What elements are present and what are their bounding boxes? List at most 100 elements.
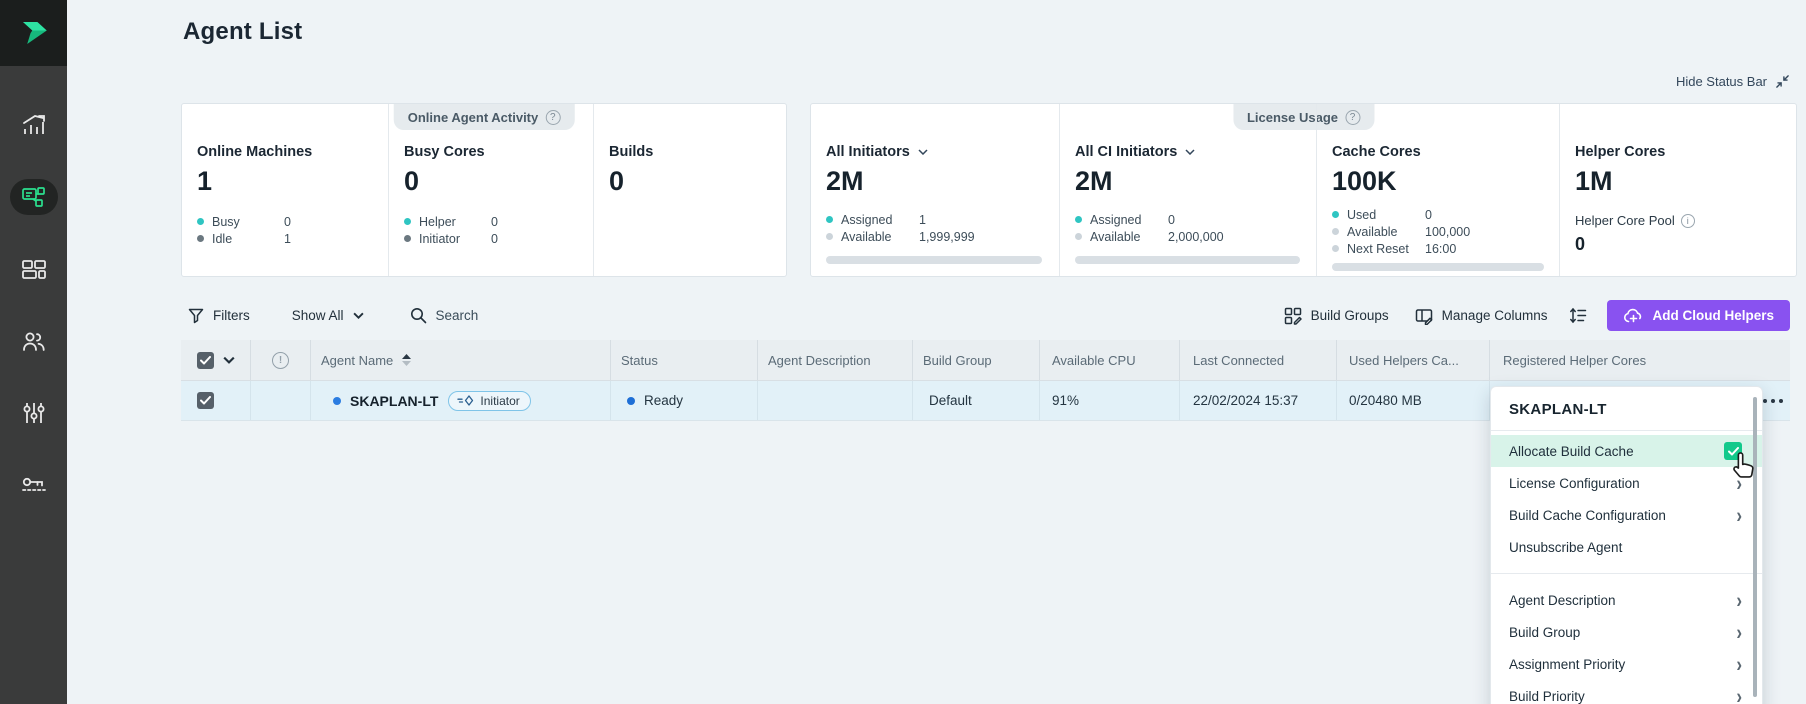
- stat-used: Used 0: [1332, 206, 1544, 223]
- sidebar-item-users[interactable]: [0, 318, 67, 364]
- card-title: Builds: [609, 144, 654, 160]
- sidebar-item-settings[interactable]: [0, 390, 67, 436]
- license-key-icon: [21, 477, 46, 491]
- card-title: Cache Cores: [1332, 144, 1421, 160]
- check-icon: [200, 355, 211, 364]
- helper-dot: [404, 218, 411, 225]
- stat-available: Available 100,000: [1332, 223, 1544, 240]
- menu-item-build-priority[interactable]: Build Priority ›: [1491, 680, 1762, 704]
- context-menu-title: SKAPLAN-LT: [1509, 401, 1607, 418]
- submenu-chevron-icon: ›: [1736, 652, 1742, 676]
- menu-item-unsubscribe-agent[interactable]: Unsubscribe Agent: [1509, 539, 1623, 555]
- stat-assigned: Assigned 1: [826, 211, 1044, 228]
- all-initiators-dropdown[interactable]: All Initiators: [826, 144, 1044, 160]
- allocate-build-cache-checkbox[interactable]: [1724, 442, 1742, 460]
- card-value: 0: [404, 166, 420, 196]
- help-icon[interactable]: ?: [545, 109, 561, 125]
- sidebar-item-dashboard[interactable]: [0, 102, 67, 148]
- table-toolbar-right: Build Groups Manage Columns Add Cloud He…: [1284, 300, 1790, 331]
- add-cloud-helpers-button[interactable]: Add Cloud Helpers: [1607, 300, 1790, 331]
- manage-columns-icon: [1415, 308, 1433, 325]
- header-status[interactable]: Status: [611, 340, 758, 380]
- row-checkbox[interactable]: [197, 392, 214, 409]
- menu-item-build-group[interactable]: Build Group ›: [1509, 620, 1742, 644]
- header-used-helpers[interactable]: Used Helpers Ca...: [1337, 340, 1490, 380]
- row-density-button[interactable]: [1569, 307, 1587, 324]
- stat-assigned: Assigned 0: [1075, 211, 1301, 228]
- menu-scrollbar[interactable]: [1753, 397, 1757, 697]
- search-button[interactable]: Search: [410, 307, 478, 324]
- sidebar-item-license[interactable]: [0, 462, 67, 508]
- stat-initiator: Initiator 0: [404, 230, 578, 247]
- header-agent-description[interactable]: Agent Description: [758, 340, 913, 380]
- header-registered-helper-cores[interactable]: Registered Helper Cores: [1503, 352, 1647, 368]
- chevron-down-icon: [918, 149, 928, 155]
- dashboard-chart-icon: [22, 115, 45, 134]
- row-used-helpers-cell: 0/20480 MB: [1337, 381, 1490, 420]
- help-icon[interactable]: ?: [1345, 109, 1361, 125]
- chevron-down-icon: [352, 312, 364, 319]
- menu-item-allocate-build-cache[interactable]: Allocate Build Cache: [1491, 435, 1762, 467]
- build-groups-button[interactable]: Build Groups: [1284, 307, 1389, 325]
- collapse-icon: [1776, 75, 1789, 88]
- select-menu-chevron-icon[interactable]: [223, 356, 235, 364]
- header-alert-cell: !: [251, 340, 311, 380]
- sliders-icon: [23, 403, 44, 423]
- helper-core-pool-value: 0: [1575, 234, 1586, 254]
- show-all-dropdown[interactable]: Show All: [292, 308, 364, 323]
- initiator-icon: [457, 394, 474, 406]
- row-agent-description-cell: [758, 381, 913, 420]
- menu-divider: [1491, 430, 1762, 431]
- header-build-group[interactable]: Build Group: [913, 340, 1040, 380]
- sort-icon[interactable]: [402, 354, 412, 366]
- card-value: 1M: [1575, 166, 1613, 196]
- row-agent-name-cell[interactable]: SKAPLAN-LT Initiator: [311, 381, 611, 420]
- row-select-cell: [181, 381, 251, 420]
- next-reset-dot: [1332, 245, 1339, 252]
- sidebar-item-agents[interactable]: [0, 174, 67, 220]
- menu-item-assignment-priority[interactable]: Assignment Priority ›: [1509, 652, 1742, 676]
- users-icon: [22, 332, 45, 351]
- busy-dot: [197, 218, 204, 225]
- card-value: 2M: [1075, 166, 1113, 196]
- menu-item-license-configuration[interactable]: License Configuration ›: [1509, 471, 1742, 495]
- submenu-chevron-icon: ›: [1736, 503, 1742, 527]
- filters-button[interactable]: Filters: [188, 308, 250, 324]
- app-logo[interactable]: [0, 0, 67, 66]
- used-dot: [1332, 211, 1339, 218]
- cache-cores-card: Cache Cores 100K Used 0 Available 100,00…: [1316, 104, 1559, 276]
- header-agent-name[interactable]: Agent Name: [311, 340, 611, 380]
- hide-status-bar-button[interactable]: Hide Status Bar: [1676, 74, 1790, 89]
- header-select-cell: [181, 340, 251, 380]
- select-all-checkbox[interactable]: [197, 351, 214, 369]
- row-status-cell: Ready: [611, 381, 758, 420]
- license-usage-panel: License Usage ? All Initiators 2M Assign…: [810, 103, 1797, 277]
- row-last-connected-cell: 22/02/2024 15:37: [1180, 381, 1337, 420]
- check-icon: [1727, 446, 1739, 455]
- helper-cores-card: Helper Cores 1M Helper Core Pool i 0: [1559, 104, 1796, 276]
- card-value: 100K: [1332, 166, 1397, 196]
- header-available-cpu[interactable]: Available CPU: [1040, 340, 1180, 380]
- manage-columns-button[interactable]: Manage Columns: [1415, 307, 1547, 325]
- row-more-actions-icon[interactable]: [1762, 381, 1784, 420]
- sidebar-item-builds[interactable]: [0, 246, 67, 292]
- incredibuild-logo-icon: [22, 21, 47, 45]
- table-toolbar-left: Filters Show All Search: [188, 300, 478, 331]
- all-ci-initiators-progress-bar: [1075, 256, 1300, 264]
- card-title: Busy Cores: [404, 144, 485, 160]
- online-agent-activity-tab-label: Online Agent Activity: [407, 109, 539, 125]
- online-agent-activity-tab: Online Agent Activity ?: [393, 104, 575, 130]
- builds-card: Builds 0: [593, 104, 786, 276]
- submenu-chevron-icon: ›: [1736, 471, 1742, 495]
- submenu-chevron-icon: ›: [1736, 620, 1742, 644]
- row-registered-helper-cores-cell: [1490, 381, 1790, 420]
- agents-icon: [21, 187, 45, 207]
- agent-table-header: ! Agent Name Status Agent Description Bu…: [181, 340, 1790, 381]
- info-icon[interactable]: i: [1680, 213, 1695, 228]
- all-ci-initiators-dropdown[interactable]: All CI Initiators: [1075, 144, 1301, 160]
- menu-item-agent-description[interactable]: Agent Description ›: [1509, 588, 1742, 612]
- menu-item-build-cache-configuration[interactable]: Build Cache Configuration ›: [1509, 503, 1742, 527]
- header-last-connected[interactable]: Last Connected: [1180, 340, 1337, 380]
- filter-funnel-icon: [188, 308, 204, 323]
- ready-status-dot: [627, 396, 635, 405]
